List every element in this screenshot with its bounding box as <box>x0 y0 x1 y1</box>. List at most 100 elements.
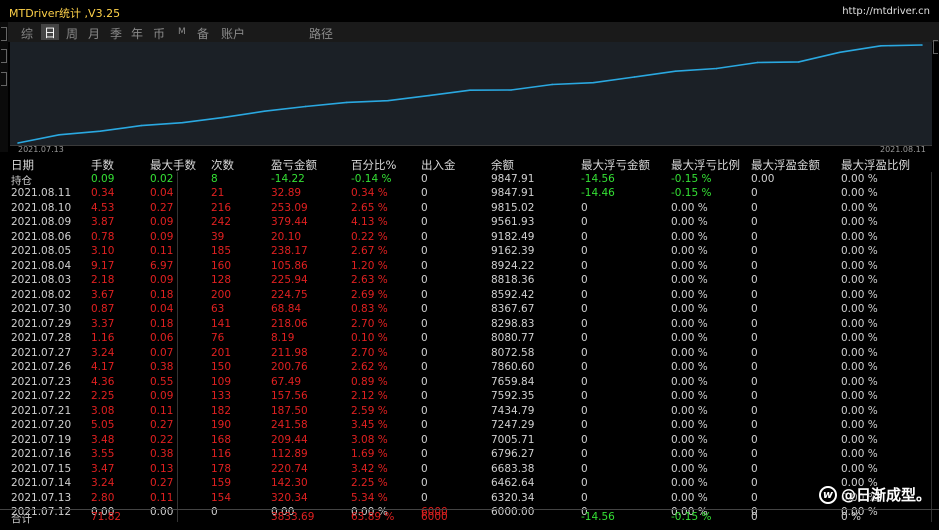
row-pct: 2.62 % <box>351 361 388 373</box>
row-max-lots: 0.06 <box>150 332 174 344</box>
row-max-float-profit-pct: 0.00 % <box>841 216 878 228</box>
balance-point <box>715 67 718 70</box>
holding-max-float-profit-pct: 0.00 % <box>841 172 878 185</box>
row-max-float-loss-pct: 0.00 % <box>671 216 708 228</box>
row-count: 63 <box>211 303 225 315</box>
tab-week[interactable]: 周 <box>66 27 79 41</box>
balance-point <box>921 44 923 46</box>
row-max-float-loss: 0 <box>581 346 588 359</box>
row-max-lots: 0.38 <box>150 361 174 373</box>
row-max-float-loss: 0 <box>581 288 588 301</box>
header-max-float-loss: 最大浮亏金额 <box>581 158 650 172</box>
row-io: 0 <box>421 448 428 460</box>
row-pl: 220.74 <box>271 462 308 475</box>
row-io: 0 <box>421 245 428 257</box>
row-io: 0 <box>421 303 428 315</box>
row-balance: 6683.38 <box>491 462 535 475</box>
balance-point <box>633 76 636 78</box>
row-max-float-loss-pct: 0.00 % <box>671 375 708 388</box>
row-lots: 2.25 <box>91 390 115 402</box>
total-max-float-loss: -14.56 <box>581 511 615 523</box>
row-max-lots: 0.07 <box>150 346 174 359</box>
right-marker <box>933 40 938 54</box>
row-io: 0 <box>421 317 428 330</box>
row-date: 2021.08.11 <box>11 187 72 199</box>
row-max-float-loss: 0 <box>581 404 588 417</box>
row-max-float-loss-pct: 0.00 % <box>671 433 708 446</box>
tab-month[interactable]: 月 <box>88 27 101 41</box>
table-row: 2021.07.21 3.08 0.11 182 187.50 2.59 % 0 7434.7… <box>0 404 939 419</box>
row-date: 2021.07.29 <box>11 317 72 330</box>
row-date: 2021.08.04 <box>11 259 72 272</box>
row-io: 0 <box>421 491 428 504</box>
row-max-lots: 0.22 <box>150 433 174 446</box>
holding-max-float-loss: -14.56 <box>581 172 615 185</box>
row-max-float-profit: 0 <box>751 332 758 344</box>
row-io: 0 <box>421 390 428 402</box>
balance-point <box>510 89 512 91</box>
row-max-float-profit-pct: 0.00 % <box>841 187 878 199</box>
row-lots: 0.34 <box>91 187 115 199</box>
row-pct: 0.83 % <box>351 303 388 315</box>
row-date: 2021.08.06 <box>11 230 72 243</box>
row-max-lots: 0.11 <box>150 491 174 504</box>
tab-quarter[interactable]: 季 <box>110 27 123 41</box>
row-max-lots: 6.97 <box>150 259 174 272</box>
row-pl: 112.89 <box>271 448 308 460</box>
row-max-lots: 0.04 <box>150 303 174 315</box>
row-pl: 105.86 <box>271 259 308 272</box>
tab-day[interactable]: 日 <box>41 24 60 40</box>
tab-year[interactable]: 年 <box>131 27 144 41</box>
row-pl: 224.75 <box>271 288 308 301</box>
table-row: 2021.08.06 0.78 0.09 39 20.10 0.22 % 0 9182.49 0… <box>0 230 939 245</box>
row-balance: 7659.84 <box>491 375 535 388</box>
row-io: 0 <box>421 477 428 489</box>
row-max-float-profit-pct: 0.00 % <box>841 361 878 373</box>
balance-point <box>263 110 266 113</box>
row-max-float-profit: 0 <box>751 491 758 504</box>
row-pl: 68.84 <box>271 303 302 315</box>
tab-note[interactable]: 备 <box>197 27 210 41</box>
header-io: 出入金 <box>421 158 456 172</box>
row-io: 0 <box>421 346 428 359</box>
row-pl: 157.56 <box>271 390 308 402</box>
holding-pct: -0.14 % <box>351 172 392 185</box>
row-balance: 6320.34 <box>491 491 535 504</box>
tab-path[interactable]: 路径 <box>309 27 334 41</box>
table-row: 2021.08.02 3.67 0.18 200 224.75 2.69 % 0 8592.4… <box>0 288 939 303</box>
tab-currency[interactable]: 币 <box>153 27 166 41</box>
row-max-float-profit-pct: 0.00 % <box>841 375 878 388</box>
row-max-float-loss: 0 <box>581 332 588 344</box>
tab-m[interactable]: M <box>178 27 186 37</box>
row-io: 0 <box>421 419 428 431</box>
header-pl: 盈亏金额 <box>271 158 317 172</box>
row-max-float-loss-pct: 0.00 % <box>671 491 708 504</box>
total-lots: 71.82 <box>91 511 122 523</box>
row-date: 2021.07.27 <box>11 346 72 359</box>
row-max-float-profit: 0 <box>751 187 758 199</box>
row-lots: 4.53 <box>91 201 115 214</box>
row-max-lots: 0.11 <box>150 404 174 417</box>
row-max-float-loss-pct: 0.00 % <box>671 245 708 257</box>
row-pct: 0.10 % <box>351 332 388 344</box>
row-pct: 5.34 % <box>351 491 388 504</box>
row-date: 2021.07.15 <box>11 462 72 475</box>
holding-lots: 0.09 <box>91 172 115 185</box>
tab-account[interactable]: 账户 <box>221 27 246 41</box>
balance-point <box>222 116 225 119</box>
row-max-float-profit: 0 <box>751 375 758 388</box>
website-link[interactable]: http://mtdriver.cn <box>842 6 930 17</box>
row-balance: 6462.64 <box>491 477 535 489</box>
row-max-float-profit: 0 <box>751 448 758 460</box>
total-pl: 3833.69 <box>271 511 315 523</box>
table-row: 2021.07.15 3.47 0.13 178 220.74 3.42 % 0 6683.3… <box>0 462 939 477</box>
row-max-lots: 0.18 <box>150 288 174 301</box>
row-pct: 2.65 % <box>351 201 388 214</box>
row-io: 0 <box>421 361 428 373</box>
row-count: 168 <box>211 433 232 446</box>
balance-line <box>17 44 923 144</box>
total-io: 6000 <box>421 511 448 523</box>
tab-summary[interactable]: 综 <box>21 27 34 41</box>
row-max-float-loss: 0 <box>581 245 588 257</box>
row-max-lots: 0.27 <box>150 419 174 431</box>
